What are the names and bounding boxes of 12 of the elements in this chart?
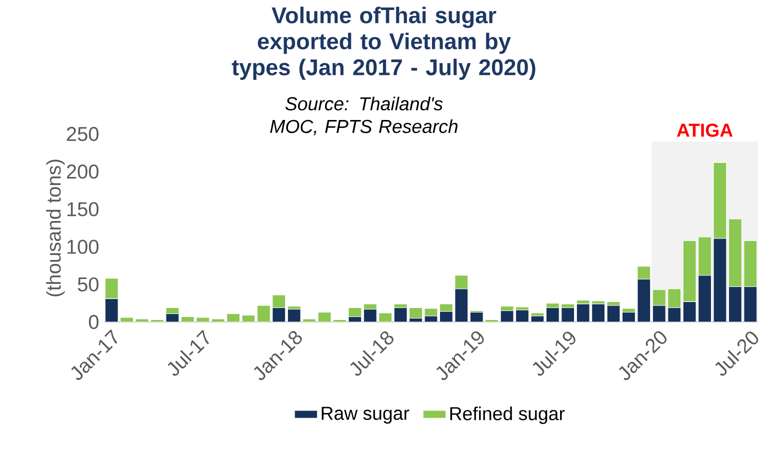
y-tick-label: 50	[78, 277, 98, 292]
legend-label: Refined sugar	[450, 406, 565, 424]
annotation: Source: Thailand's MOC, FPTS Research	[270, 96, 458, 136]
y-tick-label: 100	[67, 240, 98, 254]
band-label: ATIGA	[676, 124, 733, 137]
legend-label: Raw sugar	[322, 406, 410, 424]
y-tick-label: 150	[67, 202, 98, 216]
chart-title: Volume ofThai sugar exported to Vietnam by types (Jan 2017 - July 2020)	[232, 6, 536, 80]
y-tick-label: 200	[66, 164, 98, 179]
y-tick-label: 0	[88, 314, 98, 330]
y-tick-label: 250	[66, 126, 98, 142]
y-axis-title: (thousand tons)	[46, 160, 65, 296]
